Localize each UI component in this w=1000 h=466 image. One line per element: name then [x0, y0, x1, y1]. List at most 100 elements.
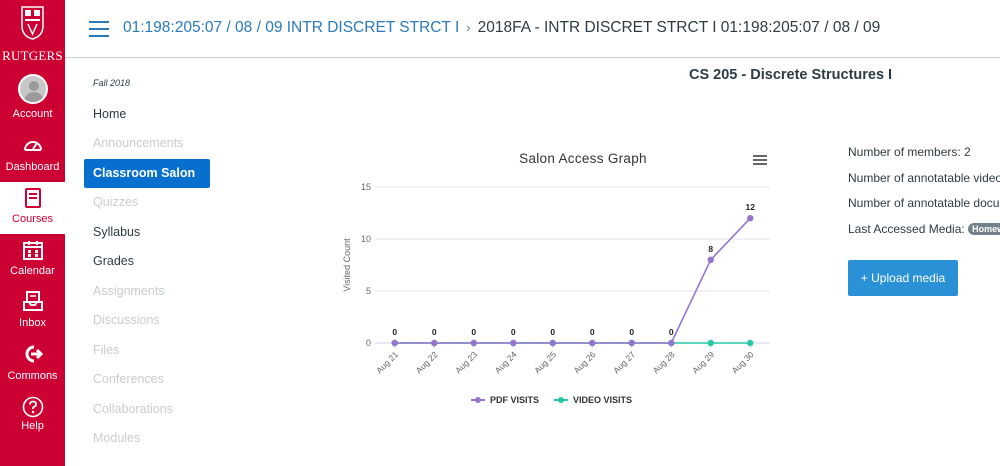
course-nav-conferences[interactable]: Conferences [93, 372, 164, 386]
data-point-pdf [668, 339, 675, 347]
x-tick-label: Aug 27 [611, 349, 637, 375]
legend-label: VIDEO VISITS [573, 395, 632, 405]
annotatable-video-label: Number of annotatable video [848, 171, 1000, 185]
data-point-pdf [707, 256, 714, 263]
legend-label: PDF VISITS [490, 395, 539, 405]
data-label: 0 [432, 327, 437, 337]
chart-svg: Salon Access Graph 0 5 10 15 Visited Count Aug… [342, 151, 770, 405]
data-label: 0 [392, 327, 397, 337]
course-nav-files[interactable]: Files [93, 343, 120, 357]
data-label: 0 [550, 327, 555, 337]
rutgers-logo[interactable]: RUTGERS [0, 0, 65, 68]
data-point-pdf [589, 339, 596, 347]
data-point-video [747, 339, 754, 347]
data-label: 0 [471, 327, 476, 337]
chart-title: Salon Access Graph [519, 151, 647, 166]
calendar-icon [22, 241, 43, 260]
dashboard-icon [23, 141, 42, 151]
course-nav-discussions[interactable]: Discussions [93, 313, 160, 327]
gnav-account-label: Account [12, 108, 53, 120]
global-nav: RUTGERS Account Dashboard Courses [0, 0, 65, 466]
breadcrumb-course-link[interactable]: 01:198:205:07 / 08 / 09 INTR DISCRET STR… [123, 19, 460, 36]
gnav-inbox[interactable]: Inbox [0, 289, 65, 341]
data-point-video [707, 339, 714, 347]
hamburger-menu-icon[interactable] [89, 21, 109, 37]
x-tick-label: Aug 28 [651, 349, 677, 375]
course-term: Fall 2018 [93, 78, 131, 88]
breadcrumb: 01:198:205:07 / 08 / 09 INTR DISCRET STR… [123, 19, 880, 37]
course-nav-assignments[interactable]: Assignments [93, 284, 165, 298]
gnav-commons[interactable]: Commons [0, 343, 65, 395]
logo-wordmark: RUTGERS [2, 48, 63, 63]
data-label: 0 [669, 327, 674, 337]
y-axis-label: Visited Count [342, 238, 352, 292]
x-tick-label: Aug 26 [572, 349, 598, 375]
gnav-calendar[interactable]: Calendar [0, 236, 65, 288]
data-point-pdf [431, 339, 438, 347]
data-point-pdf [510, 339, 517, 347]
chart-menu-icon[interactable] [753, 155, 767, 167]
members-value: 2 [964, 145, 971, 159]
gnav-courses-label: Courses [12, 213, 53, 225]
data-point-pdf [747, 215, 754, 222]
x-tick-label: Aug 30 [730, 349, 756, 375]
members-label: Number of members: [848, 145, 961, 159]
course-nav: Fall 2018 Home Announcements Classroom S… [84, 78, 224, 445]
salon-access-chart: Salon Access Graph 0 5 10 15 Visited Count Aug… [330, 140, 790, 420]
page-header: 01:198:205:07 / 08 / 09 INTR DISCRET STR… [65, 0, 1000, 58]
avatar-icon [17, 74, 48, 104]
data-label: 8 [708, 244, 713, 254]
last-accessed-media-link[interactable]: Homew [968, 223, 1000, 235]
course-nav-home[interactable]: Home [93, 107, 127, 121]
gnav-courses[interactable]: Courses [0, 182, 65, 234]
inbox-icon [22, 291, 43, 311]
course-title: CS 205 - Discrete Structures I [689, 67, 893, 83]
data-label: 0 [511, 327, 516, 337]
course-nav-modules[interactable]: Modules [93, 431, 141, 445]
y-tick-label: 10 [361, 234, 371, 244]
data-point-pdf [549, 339, 556, 347]
x-tick-label: Aug 23 [453, 349, 479, 375]
data-label: 0 [590, 327, 595, 337]
x-tick-label: Aug 24 [493, 349, 519, 375]
commons-icon [25, 345, 43, 363]
legend-swatch-marker [475, 397, 481, 403]
gnav-dashboard[interactable]: Dashboard [0, 128, 65, 180]
courses-icon [24, 188, 41, 208]
gnav-account[interactable]: Account [0, 72, 65, 124]
course-nav-collaborations[interactable]: Collaborations [93, 402, 173, 416]
data-point-pdf [470, 339, 477, 347]
x-tick-label: Aug 29 [690, 349, 716, 375]
x-tick-label: Aug 22 [414, 349, 440, 375]
shield-icon [21, 6, 44, 40]
course-nav-syllabus[interactable]: Syllabus [93, 225, 141, 239]
y-tick-label: 0 [366, 338, 371, 348]
course-nav-announcements[interactable]: Announcements [93, 136, 184, 150]
gnav-help-label: Help [21, 420, 44, 432]
last-accessed-row: Last Accessed Media: Homew [848, 222, 1000, 236]
members-row: Number of members: 2 [848, 145, 971, 159]
data-point-pdf [628, 339, 635, 347]
gnav-help[interactable]: Help [0, 394, 65, 446]
gnav-calendar-label: Calendar [10, 265, 55, 277]
course-nav-classroom-salon[interactable]: Classroom Salon [84, 159, 210, 188]
annotatable-docs-label: Number of annotatable docu [848, 196, 1000, 210]
data-point-pdf [391, 339, 398, 347]
series-line-pdf [394, 217, 751, 344]
x-tick-label: Aug 21 [374, 349, 400, 375]
info-panel: Number of members: 2 Number of annotatab… [848, 140, 1000, 300]
course-nav-quizzes[interactable]: Quizzes [93, 195, 139, 209]
gnav-commons-label: Commons [7, 370, 58, 382]
y-tick-label: 15 [361, 182, 371, 192]
gnav-dashboard-label: Dashboard [5, 161, 60, 173]
breadcrumb-current: 2018FA - INTR DISCRET STRCT I 01:198:205… [477, 19, 881, 36]
gnav-inbox-label: Inbox [19, 317, 46, 329]
help-icon [22, 396, 43, 418]
upload-media-button[interactable]: + Upload media [848, 260, 958, 296]
legend-swatch-marker [558, 397, 564, 403]
x-tick-label: Aug 25 [532, 349, 558, 375]
course-nav-grades[interactable]: Grades [93, 254, 134, 268]
y-tick-label: 5 [366, 286, 371, 296]
data-label: 12 [746, 202, 756, 212]
data-label: 0 [629, 327, 634, 337]
